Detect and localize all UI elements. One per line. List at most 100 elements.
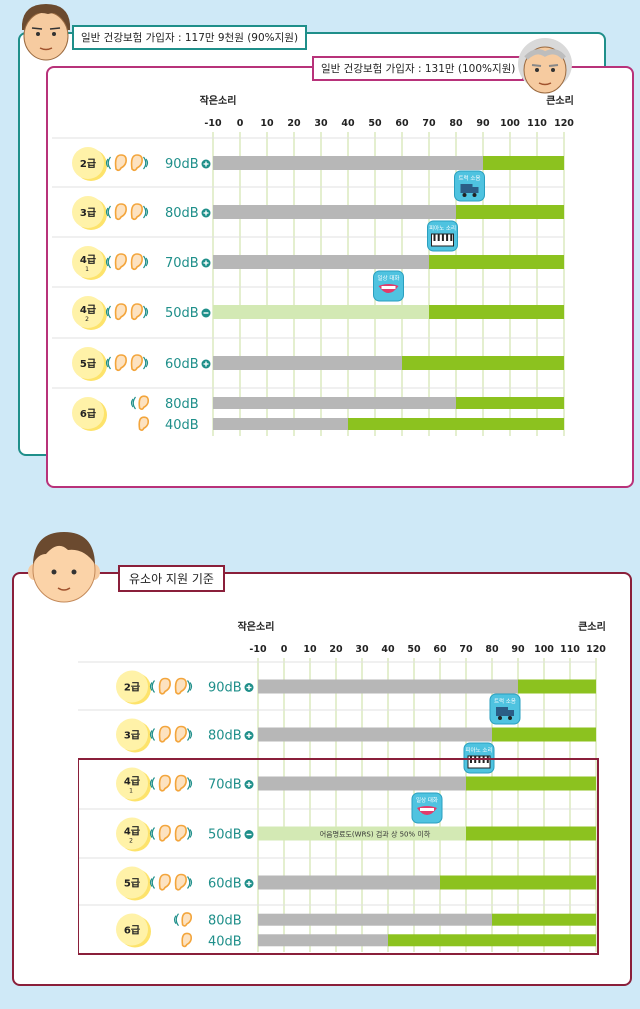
axis-label-right: 큰소리	[546, 94, 574, 107]
grade-sublabel: 1	[129, 788, 133, 795]
ear-icon	[138, 416, 150, 431]
ear-icon	[158, 824, 171, 842]
chart-row: 2급 90dB	[72, 147, 564, 181]
piano-key	[446, 234, 449, 241]
bar-green-segment	[466, 776, 596, 791]
grade-circle	[116, 767, 148, 800]
bar-green-segment	[456, 205, 564, 219]
section1-outer-tag: 일반 건강보험 가입자 : 117만 9천원 (90%지원)	[72, 25, 308, 50]
chart-general-insured: 작은소리 큰소리 -10 0 10 20 30 40 50 60 70 80 90 100 110 120 2급…	[52, 94, 574, 436]
ear-icon	[114, 253, 127, 271]
sound-wave-icon	[145, 158, 149, 168]
db-value: 80dB	[165, 397, 199, 412]
bar-gray-segment	[213, 418, 348, 430]
chart-children-criteria: 작은소리 큰소리 -10 0 10 20 30 40 50 60 70 80 90 100 110 120 2급…	[78, 620, 606, 955]
grade-label: 4급	[124, 776, 140, 788]
tick-label: 30	[314, 118, 328, 129]
chart-row: 4급1 70dB	[72, 246, 564, 280]
sound-wave-icon	[132, 396, 136, 410]
ear-icon	[130, 354, 143, 372]
sound-wave-icon	[107, 305, 111, 319]
grade-circle	[72, 147, 104, 179]
bar-green-segment	[518, 679, 596, 694]
grade-circle	[72, 296, 104, 328]
piano-marker-label: 피아노 소리	[429, 224, 456, 232]
truck-icon	[496, 707, 508, 716]
grade-circle	[72, 397, 104, 429]
tick-label: 0	[281, 644, 288, 655]
bar-gray-segment	[258, 913, 492, 926]
grade-label: 2급	[80, 158, 96, 170]
grade-label: 4급	[80, 254, 96, 266]
tick-label: 20	[329, 644, 343, 655]
tick-label: 100	[500, 118, 520, 129]
tick-label: 80	[485, 644, 499, 655]
db-value: 90dB	[208, 681, 242, 696]
sound-wave-icon	[145, 307, 149, 317]
db-value: 70dB	[165, 256, 199, 271]
chart-row: 2급 90dB	[116, 670, 596, 705]
truck-marker-label: 트럭 소음	[459, 174, 481, 182]
axis-label-left: 작은소리	[238, 620, 275, 633]
tick-label: 90	[511, 644, 525, 655]
truck-icon	[460, 184, 473, 193]
truck-wheel	[462, 193, 467, 197]
sound-wave-icon	[107, 356, 111, 370]
ear-icon	[158, 774, 171, 792]
chart-row: 4급1 70dB	[116, 767, 596, 802]
axis-label-left: 작은소리	[200, 94, 237, 107]
tick-label: 120	[554, 118, 574, 129]
chart-row: 4급2 50dB 어음명료도(WRS) 검과 상 50% 이하	[116, 817, 596, 852]
truck-marker-label: 트럭 소음	[494, 697, 516, 705]
tick-label: 70	[459, 644, 473, 655]
truck-wheel	[508, 716, 512, 720]
sound-wave-icon	[189, 829, 193, 838]
sound-wave-icon	[189, 878, 193, 887]
sound-wave-icon	[105, 207, 109, 217]
middle-aged-man-icon	[22, 4, 70, 61]
grade-label: 3급	[124, 730, 140, 742]
talk-marker-label: 일상 대화	[416, 796, 438, 804]
grade-label: 2급	[124, 682, 140, 694]
talk-marker-label: 일상 대화	[378, 274, 400, 282]
bar-gray-segment	[213, 156, 483, 170]
sound-wave-icon	[105, 307, 109, 317]
ear-icon	[114, 354, 127, 372]
tick-label: 80	[449, 118, 463, 129]
bar-gray-segment	[258, 727, 492, 742]
db-value: 80dB	[165, 206, 199, 221]
sound-wave-icon	[105, 257, 109, 267]
tick-label: 110	[560, 644, 580, 655]
ear-icon	[130, 154, 143, 172]
bar-gray-segment	[258, 679, 518, 694]
ear-icon	[114, 303, 127, 321]
sound-wave-icon	[187, 876, 191, 889]
grade-label: 5급	[124, 878, 140, 890]
truck-wheel	[498, 716, 502, 720]
bar-gray-segment	[258, 826, 466, 841]
tick-label: 60	[433, 644, 447, 655]
grade-label: 6급	[124, 925, 140, 937]
sound-wave-icon	[130, 398, 134, 408]
bar-green-segment	[348, 418, 564, 430]
wrs-note: 어음명료도(WRS) 검과 상 50% 이하	[320, 830, 431, 839]
sound-wave-icon	[151, 827, 155, 840]
chart-row: 5급 60dB	[72, 347, 564, 381]
bar-gray-segment	[258, 776, 466, 791]
sound-wave-icon	[143, 156, 147, 170]
sound-wave-icon	[187, 728, 191, 741]
bar-green-segment	[492, 727, 596, 742]
ear-icon	[158, 677, 171, 695]
ear-icon	[114, 154, 127, 172]
bar-green-segment	[483, 156, 564, 170]
grade-circle	[72, 347, 104, 379]
sound-wave-icon	[143, 356, 147, 370]
section1-inner-tag: 일반 건강보험 가입자 : 131만 (100%지원)	[312, 56, 525, 81]
sound-wave-icon	[189, 730, 193, 739]
db-value-2: 40dB	[165, 418, 199, 433]
grade-circle	[116, 913, 148, 946]
grade-sublabel: 2	[85, 316, 89, 323]
grade-circle	[116, 670, 148, 703]
ear-icon	[174, 824, 187, 842]
piano-key	[437, 234, 440, 241]
